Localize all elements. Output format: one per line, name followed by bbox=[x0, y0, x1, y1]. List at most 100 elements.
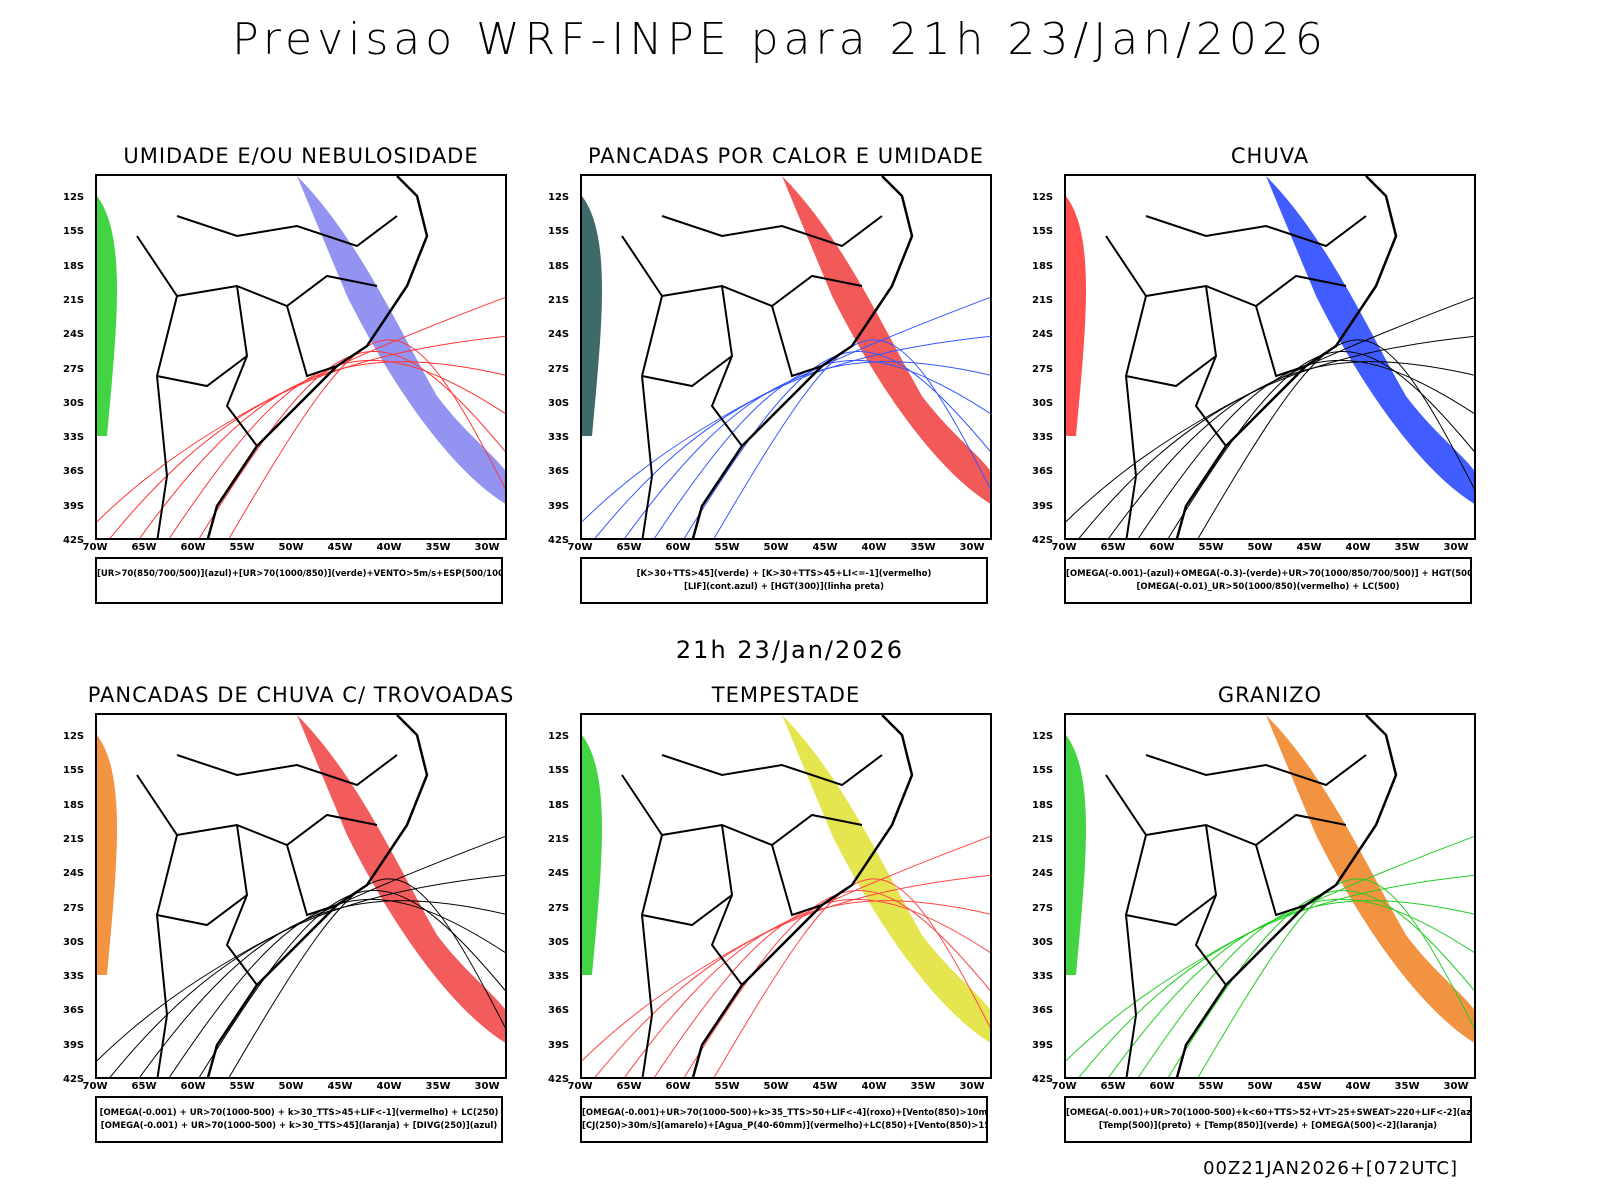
country-border bbox=[1194, 824, 1227, 986]
lat-tick-label: 24S bbox=[63, 868, 85, 880]
lon-tick-label: 55W bbox=[1198, 542, 1224, 553]
lon-tick-label: 60W bbox=[1149, 1081, 1175, 1092]
main-title: Previsao WRF-INPE para 21h 23/Jan/2026 bbox=[232, 14, 1328, 65]
lon-tick-label: 30W bbox=[959, 542, 985, 553]
lon-tick-label: 65W bbox=[131, 1081, 157, 1092]
lat-tick-label: 21S bbox=[1032, 833, 1054, 845]
lat-tick-label: 39S bbox=[548, 1039, 570, 1051]
lon-tick-label: 60W bbox=[665, 1081, 691, 1092]
lat-tick-label: 30S bbox=[63, 397, 85, 409]
lat-tick-label: 24S bbox=[548, 868, 570, 880]
country-border bbox=[1255, 844, 1307, 917]
lat-tick-label: 39S bbox=[548, 500, 570, 512]
country-border bbox=[136, 235, 179, 538]
country-border bbox=[621, 774, 664, 1077]
lon-tick-label: 35W bbox=[425, 542, 451, 553]
run-info-label: 00Z21JAN2026+[072UTC] bbox=[1203, 1158, 1458, 1179]
lon-tick-label: 40W bbox=[1345, 1081, 1371, 1092]
country-border bbox=[771, 844, 823, 917]
lat-tick-label: 42S bbox=[548, 535, 570, 546]
lat-tick-label: 36S bbox=[548, 466, 570, 478]
lat-tick-label: 30S bbox=[548, 936, 570, 948]
lon-tick-label: 60W bbox=[180, 542, 206, 553]
lat-tick-label: 27S bbox=[1032, 363, 1054, 375]
lat-tick-label: 18S bbox=[1032, 260, 1054, 272]
lat-tick-label: 33S bbox=[548, 432, 570, 444]
lat-tick-label: 30S bbox=[1032, 936, 1054, 948]
lat-tick-label: 18S bbox=[63, 799, 85, 811]
field-fill-secondary bbox=[97, 196, 117, 436]
lat-tick-label: 15S bbox=[63, 226, 85, 238]
lat-tick-label: 39S bbox=[63, 1039, 85, 1051]
lon-tick-label: 70W bbox=[567, 542, 593, 553]
contour-line bbox=[97, 835, 505, 1062]
lon-tick-label: 70W bbox=[1051, 1081, 1077, 1092]
legend-line: [K>30+TTS>45](verde) + [K>30+TTS>45+LI<=… bbox=[636, 569, 932, 579]
lon-tick-label: 65W bbox=[131, 542, 157, 553]
lon-tick-label: 45W bbox=[812, 542, 838, 553]
lon-tick-label: 35W bbox=[910, 542, 936, 553]
panel-legend: [OMEGA(-0.001)+UR>70(1000-500)+k<60+TTS>… bbox=[1064, 1096, 1472, 1143]
contour-line bbox=[1066, 835, 1474, 1062]
lat-tick-label: 21S bbox=[63, 294, 85, 306]
country-border bbox=[621, 235, 664, 538]
forecast-time-label: 21h 23/Jan/2026 bbox=[675, 636, 905, 664]
country-border bbox=[156, 355, 248, 388]
panel-legend: [UR>70(850/700/500)](azul)+[UR>70(1000/8… bbox=[95, 557, 503, 604]
lon-tick-label: 55W bbox=[1198, 1081, 1224, 1092]
lat-tick-label: 30S bbox=[1032, 397, 1054, 409]
lat-tick-label: 15S bbox=[63, 765, 85, 777]
lon-tick-label: 40W bbox=[376, 542, 402, 553]
country-border bbox=[1105, 235, 1148, 538]
field-fill-secondary bbox=[582, 196, 602, 436]
legend-line: [OMEGA(-0.001)+UR>70(1000-500)+k>35_TTS>… bbox=[582, 1108, 988, 1118]
lat-tick-label: 12S bbox=[1032, 731, 1054, 742]
legend-line: [OMEGA(-0.001)+UR>70(1000-500)+k<60+TTS>… bbox=[1066, 1108, 1472, 1118]
lat-tick-label: 27S bbox=[63, 363, 85, 375]
country-border bbox=[1255, 305, 1307, 378]
legend-line: [OMEGA(-0.001)-(azul)+OMEGA(-0.3)-(verde… bbox=[1066, 569, 1472, 579]
map-area bbox=[95, 174, 507, 540]
lat-tick-label: 27S bbox=[1032, 902, 1054, 914]
lon-tick-label: 55W bbox=[229, 1081, 255, 1092]
field-fill-primary bbox=[1266, 715, 1474, 1043]
panel-title: TEMPESTADE bbox=[711, 683, 861, 707]
lat-tick-label: 33S bbox=[548, 971, 570, 983]
country-border bbox=[136, 774, 179, 1077]
lon-tick-label: 65W bbox=[616, 1081, 642, 1092]
legend-line: [OMEGA(-0.001) + UR>70(1000-500) + k>30_… bbox=[100, 1121, 498, 1131]
country-border bbox=[176, 215, 398, 248]
lat-tick-label: 27S bbox=[548, 363, 570, 375]
lat-tick-label: 12S bbox=[63, 192, 85, 203]
lat-tick-label: 18S bbox=[548, 260, 570, 272]
lon-tick-label: 65W bbox=[1100, 542, 1126, 553]
lat-tick-label: 39S bbox=[1032, 1039, 1054, 1051]
contour-line bbox=[713, 878, 990, 1077]
lat-tick-label: 21S bbox=[1032, 294, 1054, 306]
lat-tick-label: 15S bbox=[548, 226, 570, 238]
panel-legend: [OMEGA(-0.001)+UR>70(1000-500)+k>35_TTS>… bbox=[580, 1096, 988, 1143]
lat-tick-label: 36S bbox=[63, 466, 85, 478]
lat-tick-label: 24S bbox=[1032, 329, 1054, 341]
lon-tick-label: 35W bbox=[910, 1081, 936, 1092]
contour-line bbox=[1197, 339, 1474, 538]
lat-tick-label: 39S bbox=[63, 500, 85, 512]
field-fill-primary bbox=[782, 176, 990, 504]
lon-tick-label: 50W bbox=[278, 542, 304, 553]
lon-tick-label: 65W bbox=[1100, 1081, 1126, 1092]
lat-tick-label: 33S bbox=[63, 432, 85, 444]
lon-tick-label: 45W bbox=[327, 542, 353, 553]
lon-tick-label: 50W bbox=[763, 1081, 789, 1092]
country-border bbox=[771, 305, 823, 378]
map-area bbox=[1064, 174, 1476, 540]
lon-tick-label: 30W bbox=[959, 1081, 985, 1092]
lat-tick-label: 33S bbox=[1032, 432, 1054, 444]
lon-tick-label: 35W bbox=[1394, 542, 1420, 553]
panel-title: UMIDADE E/OU NEBULOSIDADE bbox=[123, 144, 479, 168]
map-area bbox=[580, 713, 992, 1079]
legend-line: [Temp(500)](preto) + [Temp(850)](verde) … bbox=[1098, 1121, 1438, 1131]
lat-tick-label: 42S bbox=[1032, 1074, 1054, 1085]
lat-tick-label: 42S bbox=[548, 1074, 570, 1085]
lat-tick-label: 12S bbox=[63, 731, 85, 742]
country-border bbox=[1145, 215, 1367, 248]
